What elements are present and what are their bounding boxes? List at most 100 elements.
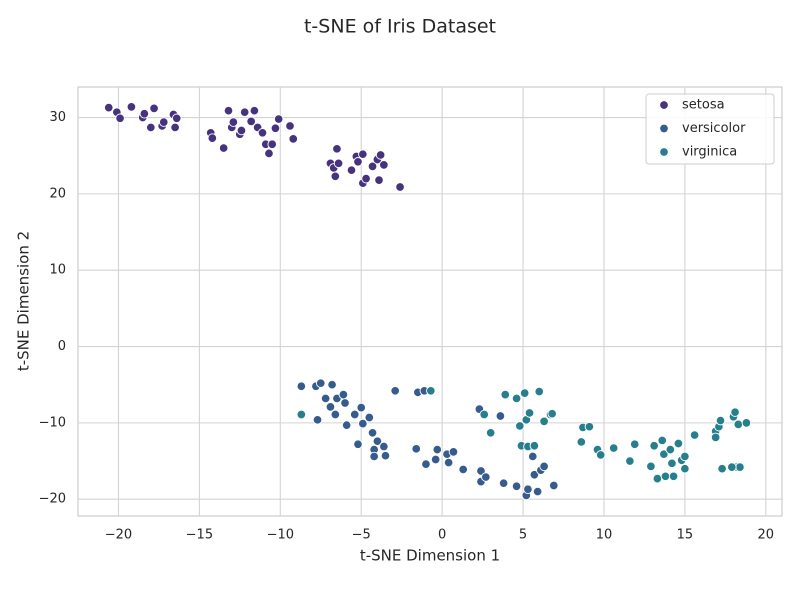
scatter-point <box>353 439 363 449</box>
scatter-point <box>149 103 159 114</box>
x-tick-label: −15 <box>186 528 213 543</box>
scatter-point <box>239 107 250 117</box>
scatter-point <box>330 409 341 420</box>
scatter-point <box>717 463 727 474</box>
scatter-point <box>448 447 459 457</box>
y-tick-label: 30 <box>49 110 66 125</box>
scatter-point <box>246 116 256 127</box>
scatter-point <box>528 451 538 462</box>
y-tick-label: 0 <box>58 339 66 354</box>
scatter-point <box>735 462 745 472</box>
x-tick-label: −5 <box>352 528 371 543</box>
scatter-point <box>534 386 544 397</box>
scatter-point <box>730 407 740 417</box>
scatter-point <box>515 421 525 431</box>
scatter-point <box>257 128 268 138</box>
scatter-point <box>146 122 156 133</box>
scatter-point <box>312 415 323 425</box>
legend-label: virginica <box>682 145 737 160</box>
scatter-point <box>532 486 543 497</box>
scatter-point <box>367 428 378 438</box>
scatter-point <box>511 481 522 491</box>
scatter-point <box>356 402 366 413</box>
y-tick-label: −10 <box>39 415 66 430</box>
scatter-point <box>170 122 180 133</box>
scatter-point <box>665 444 676 455</box>
scatter-point <box>421 459 431 469</box>
scatter-point <box>680 451 690 462</box>
scatter-point <box>733 419 744 430</box>
scatter-point <box>576 437 587 447</box>
scatter-point <box>273 114 284 124</box>
scatter-point <box>476 466 486 476</box>
scatter-point <box>443 457 454 468</box>
y-axis-label: t-SNE Dimension 2 <box>15 231 33 371</box>
scatter-point <box>115 113 125 124</box>
legend-box <box>645 93 775 165</box>
scatter-point <box>139 108 150 119</box>
scatter-point <box>341 420 352 430</box>
chart-title: t-SNE of Iris Dataset <box>304 16 496 38</box>
legend-marker <box>659 123 669 134</box>
scatter-point <box>584 421 595 432</box>
scatter-point <box>369 451 379 462</box>
scatter-point <box>667 458 677 469</box>
scatter-point <box>608 443 619 453</box>
legend: setosa versicolor virginica <box>645 93 775 165</box>
scatter-point <box>659 449 669 459</box>
x-tick-label: 0 <box>438 528 446 543</box>
scatter-point <box>367 161 378 172</box>
scatter-point <box>657 435 667 446</box>
scatter-point <box>649 441 659 451</box>
scatter-point <box>710 432 721 443</box>
x-tick-label: 20 <box>758 528 775 543</box>
scatter-point <box>680 463 690 474</box>
scatter-point <box>673 438 684 449</box>
x-tick-label: −20 <box>105 528 132 543</box>
scatter-point <box>432 444 443 455</box>
scatter-point <box>358 418 368 429</box>
y-tick-label: 20 <box>49 186 66 201</box>
scatter-point <box>333 158 344 169</box>
scatter-point <box>595 450 606 460</box>
scatter-point <box>625 456 635 466</box>
scatter-point <box>236 125 247 136</box>
scatter-point <box>340 398 350 408</box>
scatter-point <box>529 470 540 480</box>
scatter-point <box>374 175 384 185</box>
scatter-point <box>126 102 137 112</box>
scatter-point <box>426 386 436 396</box>
scatter-point <box>223 105 234 116</box>
scatter-point <box>727 462 737 472</box>
scatter-point <box>547 408 557 419</box>
scatter-point <box>519 388 530 398</box>
scatter-point <box>270 123 281 133</box>
scatter-point <box>430 454 441 465</box>
y-tick-label: −20 <box>39 492 66 507</box>
scatter-point <box>288 134 298 144</box>
x-tick-label: 10 <box>596 528 613 543</box>
scatter-point <box>495 411 506 421</box>
legend-label: versicolor <box>682 121 746 136</box>
tick-labels: −20 −15 −10 −5 0 5 10 15 20 −20 −10 0 10 20 30 <box>39 110 775 542</box>
scatter-point <box>346 165 357 175</box>
scatter-point <box>529 441 540 451</box>
y-tick-label: 10 <box>49 263 66 278</box>
scatter-point <box>668 471 679 482</box>
scatter-point <box>380 450 391 461</box>
scatter-point <box>411 444 421 454</box>
scatter-point <box>511 393 522 404</box>
scatter-point <box>379 160 389 170</box>
scatter-point <box>689 430 700 440</box>
data-points <box>103 102 752 501</box>
series-setosa <box>103 102 405 192</box>
series-virginica <box>296 386 752 484</box>
legend-marker <box>659 100 669 110</box>
scatter-point <box>390 386 400 396</box>
x-tick-label: −10 <box>267 528 294 543</box>
scatter-point <box>646 461 656 472</box>
scatter-point <box>267 139 277 150</box>
scatter-point <box>364 412 375 423</box>
legend-marker <box>659 147 669 157</box>
